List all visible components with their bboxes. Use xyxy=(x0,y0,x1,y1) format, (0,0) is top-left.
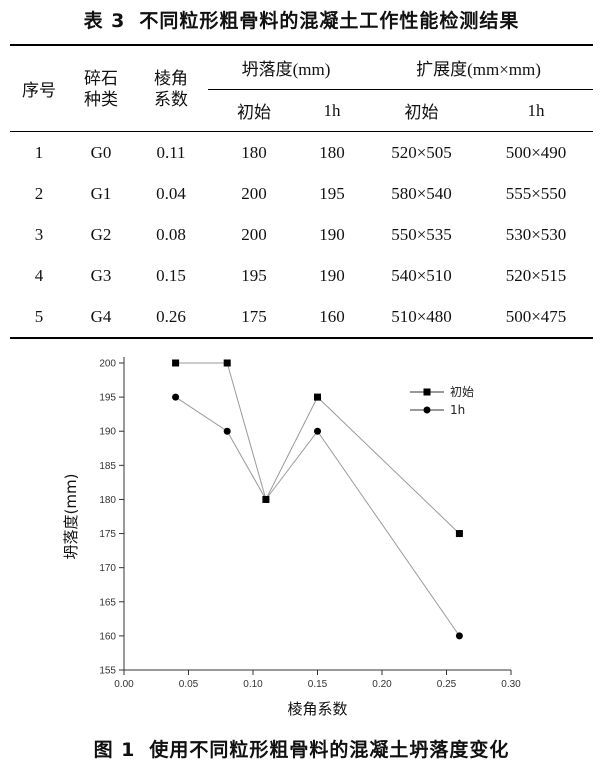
cell-spread-initial: 510×480 xyxy=(391,306,452,326)
x-tick-label: 0.05 xyxy=(179,679,199,690)
y-tick-label: 200 xyxy=(99,359,116,370)
header-spread: 扩展度(mm×mm) xyxy=(364,45,593,90)
cell-slump-initial: 200 xyxy=(241,224,267,244)
cell-seq: 4 xyxy=(34,265,44,285)
cell-coef: 0.11 xyxy=(156,142,186,162)
legend-label: 初始 xyxy=(450,385,474,399)
cell-spread-initial: 520×505 xyxy=(391,142,452,162)
cell-seq: 3 xyxy=(34,224,44,244)
cell-slump-initial: 195 xyxy=(241,265,267,285)
cell-slump-1h: 190 xyxy=(319,224,345,244)
cell-spread-1h: 530×530 xyxy=(505,224,567,244)
data-point-square xyxy=(223,359,231,367)
cell-seq: 5 xyxy=(34,306,44,326)
header-stone-type-line1: 碎石 xyxy=(84,68,118,88)
legend-square-icon xyxy=(423,388,431,396)
x-tick-label: 0.10 xyxy=(243,679,263,690)
chart-axes: 0.00 0.05 0.10 0.15 0.20 0.25 0.30 155 160 165 170… xyxy=(99,357,521,690)
figure-label: 图 1 xyxy=(93,739,136,761)
cell-spread-1h: 555×550 xyxy=(505,183,567,203)
y-tick-label: 165 xyxy=(99,597,116,608)
data-point-circle xyxy=(455,632,463,640)
legend-label: 1h xyxy=(450,403,465,417)
chart-legend: 初始 1h xyxy=(410,385,474,417)
cell-spread-1h: 500×475 xyxy=(505,306,567,326)
figure-caption: 图 1 使用不同粒形粗骨料的混凝土坍落度变化 xyxy=(0,735,603,762)
cell-type: G1 xyxy=(90,183,112,203)
table-row: 1 G0 0.11 180 180 520×505 500×490 xyxy=(10,132,593,174)
slump-chart: 0.00 0.05 0.10 0.15 0.20 0.25 0.30 155 160 165 170… xyxy=(0,345,603,725)
header-slump-initial: 初始 xyxy=(208,89,300,132)
cell-slump-1h: 180 xyxy=(319,142,345,162)
x-tick-label: 0.00 xyxy=(114,679,134,690)
y-tick-label: 180 xyxy=(99,495,116,506)
x-tick-label: 0.15 xyxy=(308,679,328,690)
slump-chart-svg: 0.00 0.05 0.10 0.15 0.20 0.25 0.30 155 160 165 170… xyxy=(62,357,521,718)
cell-slump-1h: 190 xyxy=(319,265,345,285)
cell-slump-initial: 175 xyxy=(241,306,267,326)
y-tick-label: 195 xyxy=(99,393,116,404)
series-line-1 xyxy=(175,362,460,534)
cell-coef: 0.04 xyxy=(156,183,186,203)
data-point-square xyxy=(314,393,321,401)
y-tick-label: 170 xyxy=(99,563,116,574)
table-title-text: 不同粒形粗骨料的混凝土工作性能检测结果 xyxy=(139,10,520,32)
cell-spread-1h: 520×515 xyxy=(505,265,567,285)
data-point-circle xyxy=(172,393,180,401)
y-tick-label: 190 xyxy=(99,427,116,438)
y-tick-label: 185 xyxy=(99,461,116,472)
cell-slump-initial: 180 xyxy=(241,142,267,162)
cell-type: G4 xyxy=(90,306,112,326)
cell-coef: 0.26 xyxy=(156,306,186,326)
x-tick-label: 0.30 xyxy=(501,679,521,690)
cell-spread-1h: 500×490 xyxy=(505,142,567,162)
cell-coef: 0.08 xyxy=(156,224,186,244)
cell-type: G3 xyxy=(90,265,112,285)
x-axis-title: 棱角系数 xyxy=(287,700,347,718)
table-title: 表 3 不同粒形粗骨料的混凝土工作性能检测结果 xyxy=(0,6,603,33)
data-point-square xyxy=(455,530,463,538)
table-row: 2 G1 0.04 200 195 580×540 555×550 xyxy=(10,173,593,214)
cell-spread-initial: 550×535 xyxy=(391,224,452,244)
figure-caption-text: 使用不同粒形粗骨料的混凝土坍落度变化 xyxy=(149,739,510,761)
header-spread-initial: 初始 xyxy=(364,89,479,132)
cell-spread-initial: 540×510 xyxy=(391,265,452,285)
cell-coef: 0.15 xyxy=(156,265,186,285)
data-point-circle xyxy=(314,427,321,435)
data-point-circle xyxy=(262,495,270,503)
y-tick-label: 160 xyxy=(99,631,116,642)
y-tick-label: 155 xyxy=(99,666,116,677)
data-point-circle xyxy=(223,427,231,435)
header-stone-type: 碎石 种类 xyxy=(68,45,134,132)
x-tick-label: 0.20 xyxy=(372,679,392,690)
chart-markers xyxy=(172,359,463,640)
cell-type: G2 xyxy=(90,224,112,244)
header-seq: 序号 xyxy=(10,45,68,132)
header-angularity-line1: 棱角 xyxy=(154,68,188,88)
chart-lines xyxy=(175,362,460,637)
table-row: 4 G3 0.15 195 190 540×510 520×515 xyxy=(10,255,593,296)
table-label: 表 3 xyxy=(83,10,126,32)
cell-seq: 2 xyxy=(34,183,44,203)
cell-type: G0 xyxy=(90,142,112,162)
table-row: 3 G2 0.08 200 190 550×535 530×530 xyxy=(10,214,593,255)
header-slump: 坍落度(mm) xyxy=(208,45,364,90)
header-stone-type-line2: 种类 xyxy=(84,89,118,109)
cell-spread-initial: 580×540 xyxy=(391,183,452,203)
x-tick-label: 0.25 xyxy=(437,679,457,690)
y-axis-title: 坍落度(mm) xyxy=(62,474,80,560)
cell-slump-1h: 195 xyxy=(319,183,345,203)
y-tick-label: 175 xyxy=(99,529,116,540)
header-angularity: 棱角 系数 xyxy=(134,45,208,132)
cell-slump-initial: 200 xyxy=(241,183,267,203)
header-spread-1h: 1h xyxy=(479,89,593,132)
legend-circle-icon xyxy=(423,406,431,414)
table-row: 5 G4 0.26 175 160 510×480 500×475 xyxy=(10,296,593,338)
results-table: 序号 碎石 种类 棱角 系数 坍落度(mm) 扩展度(mm×mm) 初始 1h … xyxy=(10,44,593,339)
header-angularity-line2: 系数 xyxy=(154,89,188,109)
cell-slump-1h: 160 xyxy=(319,306,345,326)
header-slump-1h: 1h xyxy=(300,89,364,132)
data-point-square xyxy=(172,359,180,367)
cell-seq: 1 xyxy=(34,142,44,162)
